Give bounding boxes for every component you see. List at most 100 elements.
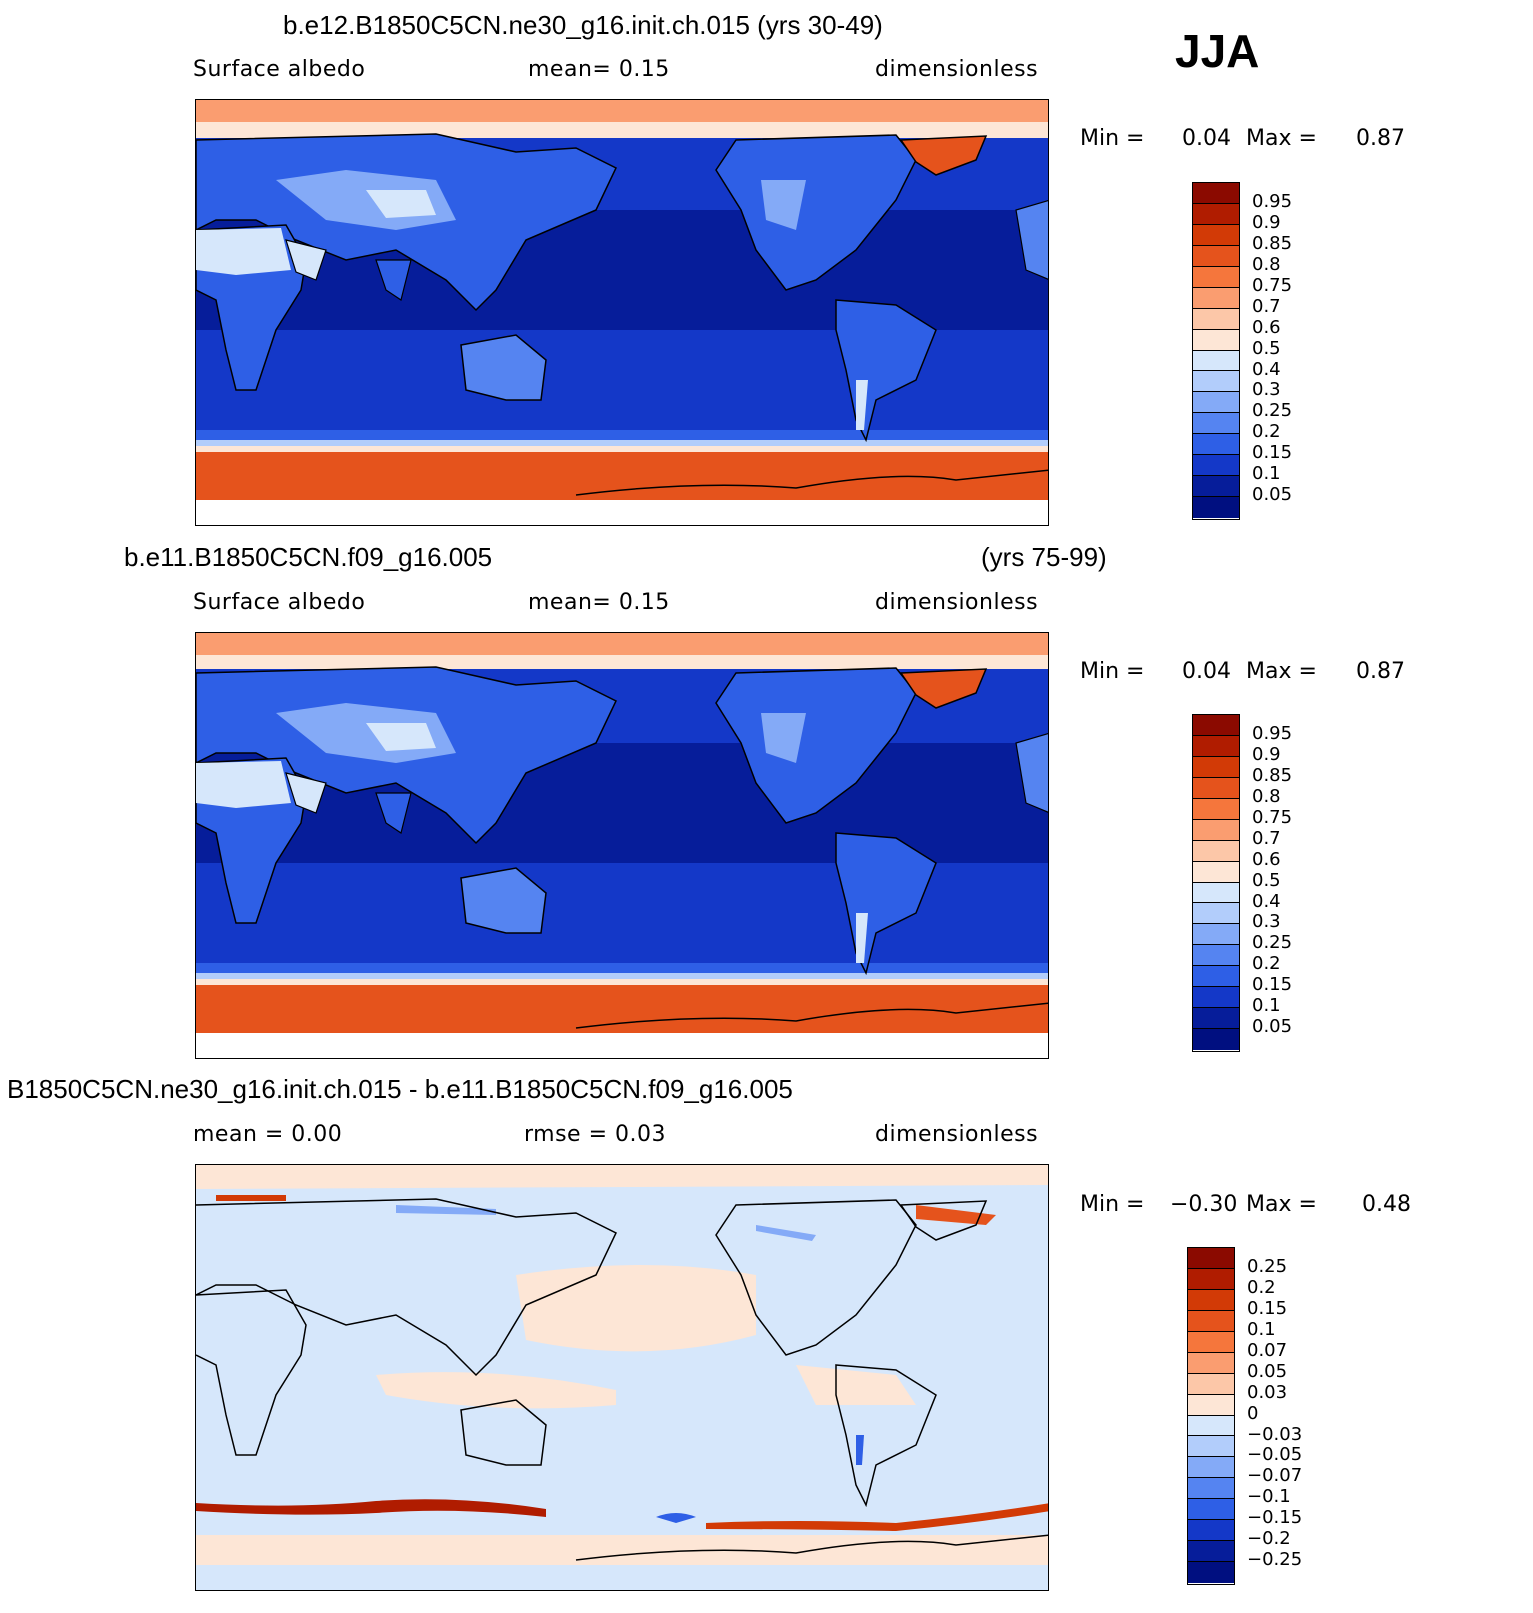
colorbar-swatch bbox=[1193, 756, 1239, 778]
colorbar-tick-label: 0.15 bbox=[1252, 974, 1293, 996]
panel2-variable: Surface albedo bbox=[193, 590, 366, 615]
colorbar-tick-label: 0.95 bbox=[1252, 723, 1293, 744]
colorbar-tick-label: 0.9 bbox=[1252, 211, 1281, 233]
colorbar-swatch bbox=[1193, 798, 1239, 820]
colorbar-tick-label: 0.7 bbox=[1252, 827, 1281, 849]
colorbar-tick-label: 0.2 bbox=[1247, 1276, 1276, 1298]
panel1-title: b.e12.B1850C5CN.ne30_g16.init.ch.015 (yr… bbox=[283, 10, 883, 40]
colorbar-swatch bbox=[1193, 203, 1239, 225]
colorbar-tick-label: 0.1 bbox=[1247, 1318, 1276, 1340]
colorbar-swatch bbox=[1193, 245, 1239, 267]
colorbar-swatch bbox=[1193, 1029, 1239, 1050]
colorbar-swatch bbox=[1193, 308, 1239, 330]
panel2-max-label: Max = bbox=[1246, 659, 1317, 684]
colorbar-tick-label: −0.25 bbox=[1247, 1549, 1303, 1571]
panel3-rmse: rmse = 0.03 bbox=[524, 1122, 666, 1147]
panel3-min-value: −0.30 bbox=[1170, 1192, 1238, 1217]
colorbar-tick-label: 0.6 bbox=[1252, 316, 1281, 338]
colorbar-swatch bbox=[1193, 434, 1239, 456]
colorbar-tick-label: 0.07 bbox=[1247, 1339, 1288, 1361]
colorbar-tick-label: 0.3 bbox=[1252, 379, 1281, 401]
colorbar-tick-label: 0.25 bbox=[1252, 400, 1293, 422]
panel3-max-value: 0.48 bbox=[1362, 1192, 1411, 1217]
colorbar-swatch bbox=[1188, 1373, 1234, 1395]
colorbar-swatch bbox=[1188, 1310, 1234, 1332]
colorbar-tick-label: 0.25 bbox=[1252, 932, 1293, 954]
panel1-colorbar bbox=[1192, 182, 1240, 520]
panel2-max-value: 0.87 bbox=[1356, 659, 1405, 684]
colorbar-swatch bbox=[1193, 861, 1239, 883]
panel2-units: dimensionless bbox=[875, 590, 1039, 615]
panel1-units: dimensionless bbox=[875, 57, 1039, 82]
colorbar-swatch bbox=[1193, 413, 1239, 435]
colorbar-swatch bbox=[1193, 1008, 1239, 1030]
colorbar-tick-label: 0.85 bbox=[1252, 764, 1293, 786]
colorbar-tick-label: 0.25 bbox=[1247, 1256, 1288, 1277]
panel2-min-label: Min = bbox=[1080, 659, 1145, 684]
colorbar-tick-label: 0.75 bbox=[1252, 806, 1293, 828]
season-label: JJA bbox=[1175, 25, 1260, 77]
colorbar-swatch bbox=[1193, 329, 1239, 351]
colorbar-tick-label: 0.7 bbox=[1252, 295, 1281, 317]
colorbar-tick-label: 0.5 bbox=[1252, 869, 1281, 891]
colorbar-tick-label: 0.05 bbox=[1252, 484, 1293, 506]
panel3-title: B1850C5CN.ne30_g16.init.ch.015 - b.e11.B… bbox=[7, 1074, 793, 1104]
colorbar-tick-label: 0.2 bbox=[1252, 421, 1281, 443]
colorbar-swatch bbox=[1193, 287, 1239, 309]
colorbar-swatch bbox=[1193, 966, 1239, 988]
colorbar-swatch bbox=[1193, 840, 1239, 862]
colorbar-tick-label: 0.95 bbox=[1252, 191, 1293, 212]
colorbar-tick-label: 0.8 bbox=[1252, 785, 1281, 807]
colorbar-tick-label: 0.03 bbox=[1247, 1381, 1288, 1403]
colorbar-swatch bbox=[1193, 945, 1239, 967]
colorbar-tick-label: 0.4 bbox=[1252, 358, 1281, 380]
panel2-mean: mean= 0.15 bbox=[528, 590, 670, 615]
colorbar-swatch bbox=[1188, 1478, 1234, 1500]
colorbar-tick-label: −0.15 bbox=[1247, 1507, 1303, 1529]
colorbar-swatch bbox=[1188, 1331, 1234, 1353]
colorbar-tick-label: 0.3 bbox=[1252, 911, 1281, 933]
colorbar-tick-label: 0.1 bbox=[1252, 463, 1281, 485]
colorbar-swatch bbox=[1188, 1394, 1234, 1416]
colorbar-swatch bbox=[1193, 266, 1239, 288]
panel2-min-value: 0.04 bbox=[1182, 659, 1231, 684]
panel3-max-label: Max = bbox=[1246, 1192, 1317, 1217]
colorbar-swatch bbox=[1188, 1457, 1234, 1479]
colorbar-swatch bbox=[1193, 183, 1239, 204]
colorbar-swatch bbox=[1188, 1541, 1234, 1563]
panel1-map bbox=[195, 99, 1049, 526]
colorbar-swatch bbox=[1188, 1352, 1234, 1374]
panel1-max-label: Max = bbox=[1246, 126, 1317, 151]
colorbar-swatch bbox=[1188, 1436, 1234, 1458]
colorbar-tick-label: 0.4 bbox=[1252, 890, 1281, 912]
colorbar-tick-label: 0.5 bbox=[1252, 337, 1281, 359]
colorbar-swatch bbox=[1193, 350, 1239, 372]
colorbar-tick-label: 0.9 bbox=[1252, 743, 1281, 765]
colorbar-swatch bbox=[1188, 1415, 1234, 1437]
panel1-colorbar-labels: 0.95 0.9 0.85 0.8 0.75 0.7 0.6 0.5 0.4 0.3 0.25 0.2… bbox=[1252, 191, 1293, 506]
colorbar-swatch bbox=[1193, 903, 1239, 925]
panel1-mean: mean= 0.15 bbox=[528, 57, 670, 82]
panel2-map bbox=[195, 632, 1049, 1059]
colorbar-tick-label: −0.1 bbox=[1247, 1486, 1291, 1508]
colorbar-swatch bbox=[1193, 882, 1239, 904]
colorbar-tick-label: 0 bbox=[1247, 1402, 1259, 1424]
colorbar-tick-label: 0.8 bbox=[1252, 253, 1281, 275]
colorbar-tick-label: 0.05 bbox=[1247, 1360, 1288, 1382]
panel1-min-label: Min = bbox=[1080, 126, 1145, 151]
colorbar-swatch bbox=[1193, 777, 1239, 799]
colorbar-tick-label: 0.1 bbox=[1252, 995, 1281, 1017]
colorbar-tick-label: 0.05 bbox=[1252, 1016, 1293, 1038]
colorbar-tick-label: −0.03 bbox=[1247, 1423, 1303, 1445]
panel2-colorbar-labels: 0.95 0.9 0.85 0.8 0.75 0.7 0.6 0.5 0.4 0.3 0.25 0.2… bbox=[1252, 723, 1293, 1038]
colorbar-swatch bbox=[1193, 371, 1239, 393]
colorbar-tick-label: 0.75 bbox=[1252, 274, 1293, 296]
colorbar-swatch bbox=[1188, 1520, 1234, 1542]
colorbar-swatch bbox=[1193, 497, 1239, 518]
colorbar-tick-label: 0.15 bbox=[1247, 1297, 1288, 1319]
colorbar-swatch bbox=[1188, 1562, 1234, 1583]
colorbar-swatch bbox=[1193, 392, 1239, 414]
colorbar-tick-label: −0.05 bbox=[1247, 1444, 1303, 1466]
panel2-colorbar bbox=[1192, 714, 1240, 1052]
panel3-colorbar bbox=[1187, 1247, 1235, 1585]
